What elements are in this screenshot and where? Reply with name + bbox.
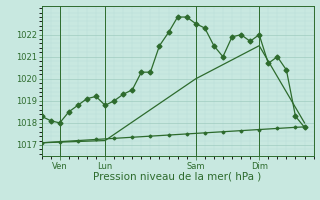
X-axis label: Pression niveau de la mer( hPa ): Pression niveau de la mer( hPa ) [93, 172, 262, 182]
